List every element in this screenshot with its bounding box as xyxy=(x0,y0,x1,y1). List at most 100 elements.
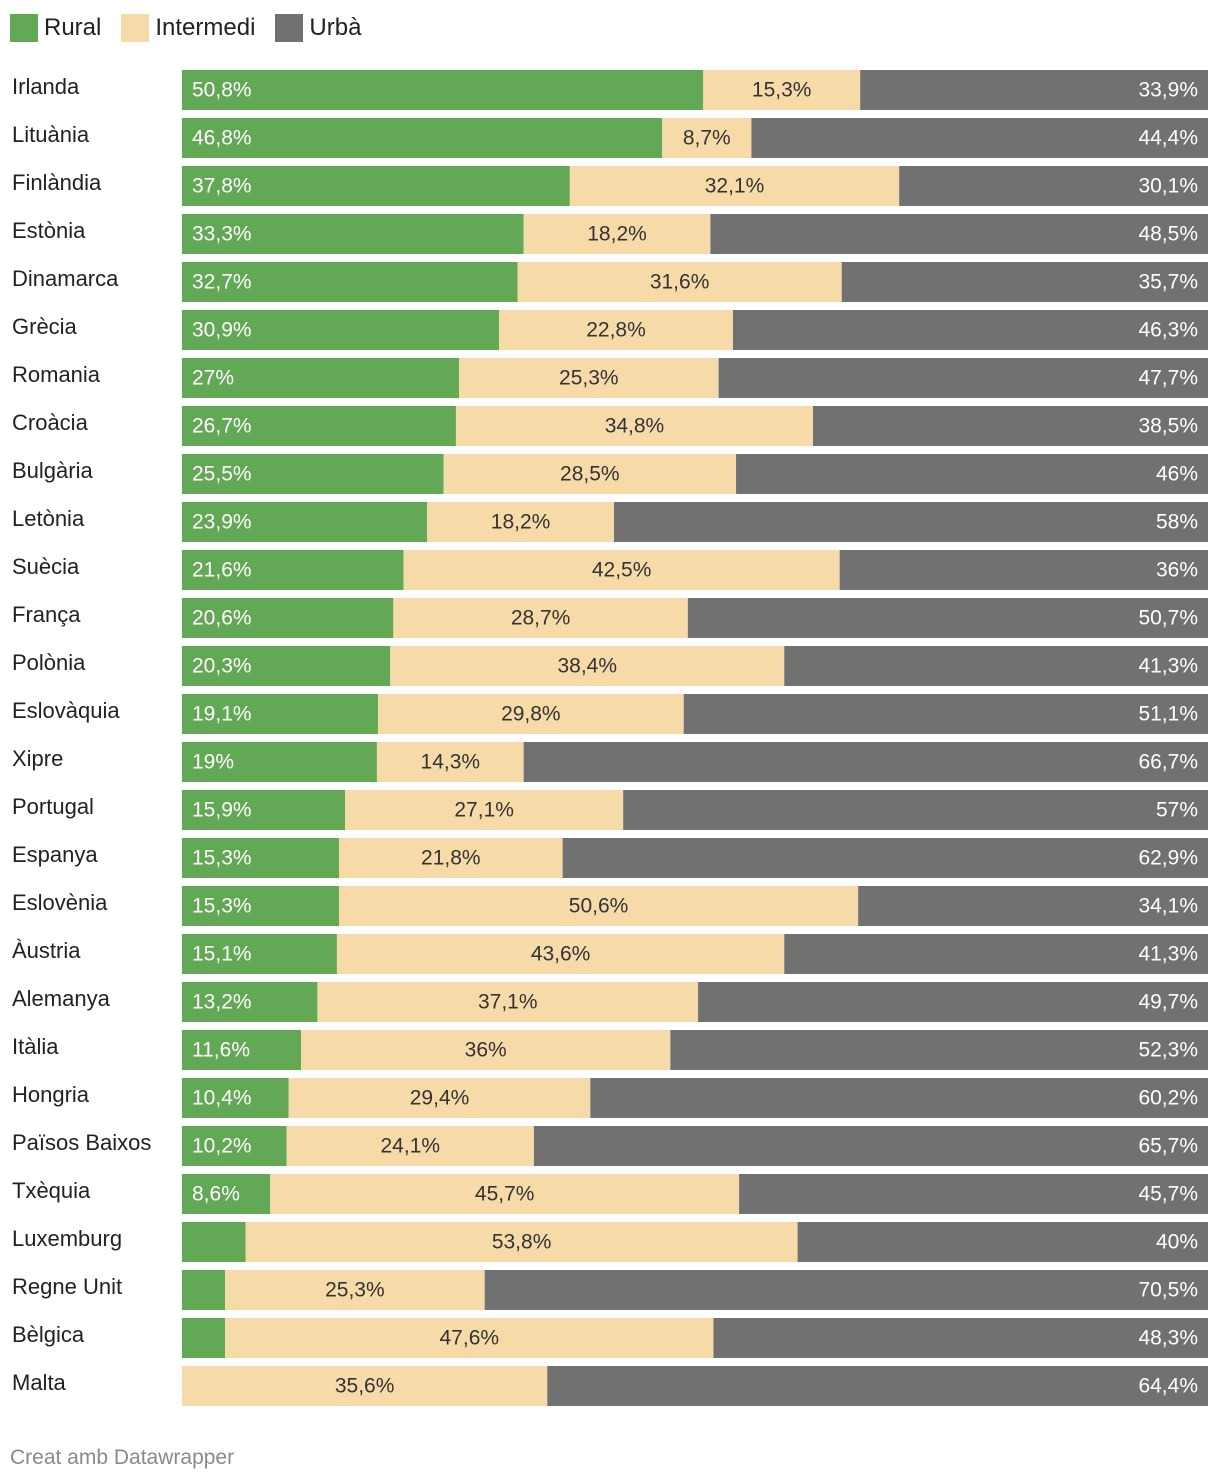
bar-urba-eslovaquia xyxy=(683,694,1208,734)
value-label-rural-portugal: 15,9% xyxy=(192,799,252,822)
value-label-rural-txequia: 8,6% xyxy=(192,1183,240,1206)
bar-intermedi-lituania xyxy=(662,118,752,158)
value-label-urba-italia: 52,3% xyxy=(1138,1039,1198,1062)
row-label-romania: Romania xyxy=(12,362,101,387)
value-label-intermedi-italia: 36% xyxy=(465,1039,507,1062)
bar-urba-portugal xyxy=(623,790,1208,830)
value-label-urba-grecia: 46,3% xyxy=(1138,319,1198,342)
value-label-intermedi-romania: 25,3% xyxy=(559,367,619,390)
bar-rural-irlanda xyxy=(182,70,704,110)
bar-rural-portugal xyxy=(182,790,346,830)
bar-urba-belgica xyxy=(713,1318,1208,1358)
row-label-luxemburg: Luxemburg xyxy=(12,1226,122,1251)
row-label-italia: Itàlia xyxy=(12,1034,59,1059)
value-label-rural-irlanda: 50,8% xyxy=(192,79,252,102)
value-label-intermedi-bulgaria: 28,5% xyxy=(560,463,620,486)
value-label-rural-italia: 11,6% xyxy=(192,1039,250,1062)
legend-label-urba: Urbà xyxy=(309,14,362,41)
bar-urba-italia xyxy=(670,1030,1208,1070)
value-label-intermedi-finlandia: 32,1% xyxy=(705,175,765,198)
bar-rural-hongria xyxy=(182,1078,289,1118)
bar-urba-franca xyxy=(687,598,1208,638)
bar-urba-romania xyxy=(718,358,1208,398)
value-label-intermedi-austria: 43,6% xyxy=(531,943,591,966)
bar-rural-paisos-baixos xyxy=(182,1126,287,1166)
bar-rural-eslovaquia xyxy=(182,694,378,734)
legend-swatch-rural xyxy=(10,14,38,42)
legend-swatch-intermedi xyxy=(121,14,150,42)
bar-rural-austria xyxy=(182,934,337,974)
value-label-intermedi-xipre: 14,3% xyxy=(421,751,481,774)
value-label-urba-franca: 50,7% xyxy=(1138,607,1198,630)
row-label-espanya: Espanya xyxy=(12,842,98,867)
bar-intermedi-luxemburg xyxy=(245,1222,798,1262)
bar-intermedi-irlanda xyxy=(703,70,861,110)
row-label-eslovaquia: Eslovàquia xyxy=(12,698,120,723)
value-label-urba-letonia: 58% xyxy=(1156,511,1198,534)
row-label-suecia: Suècia xyxy=(12,554,80,579)
row-label-dinamarca: Dinamarca xyxy=(12,266,119,291)
value-label-intermedi-suecia: 42,5% xyxy=(592,559,652,582)
value-label-intermedi-franca: 28,7% xyxy=(511,607,571,630)
value-label-intermedi-hongria: 29,4% xyxy=(410,1087,470,1110)
bar-rural-letonia xyxy=(182,502,428,542)
row-label-xipre: Xipre xyxy=(12,746,63,771)
row-label-franca: França xyxy=(12,602,81,627)
bar-rural-franca xyxy=(182,598,394,638)
row-label-lituania: Lituània xyxy=(12,122,90,147)
value-label-urba-alemanya: 49,7% xyxy=(1138,991,1198,1014)
value-label-intermedi-portugal: 27,1% xyxy=(454,799,514,822)
value-label-intermedi-alemanya: 37,1% xyxy=(478,991,538,1014)
value-label-intermedi-eslovenia: 50,6% xyxy=(569,895,629,918)
bar-urba-luxemburg xyxy=(797,1222,1208,1262)
value-label-intermedi-polonia: 38,4% xyxy=(557,655,617,678)
value-label-rural-dinamarca: 32,7% xyxy=(192,271,252,294)
bar-urba-croacia xyxy=(812,406,1208,446)
legend-label-rural: Rural xyxy=(44,14,102,41)
bar-urba-xipre xyxy=(523,742,1208,782)
value-label-rural-eslovenia: 15,3% xyxy=(192,895,252,918)
bar-urba-txequia xyxy=(739,1174,1208,1214)
bar-urba-eslovenia xyxy=(858,886,1208,926)
value-label-rural-letonia: 23,9% xyxy=(192,511,252,534)
row-label-austria: Àustria xyxy=(12,938,81,963)
value-label-intermedi-lituania: 8,7% xyxy=(683,127,731,150)
bar-intermedi-croacia xyxy=(455,406,813,446)
bar-urba-lituania xyxy=(751,118,1208,158)
bar-intermedi-estonia xyxy=(523,214,711,254)
bar-intermedi-eslovenia xyxy=(338,886,859,926)
bar-urba-austria xyxy=(784,934,1208,974)
row-label-polonia: Polònia xyxy=(12,650,86,675)
row-label-regne-unit: Regne Unit xyxy=(12,1274,122,1299)
footer-credit: Creat amb Datawrapper xyxy=(10,1446,235,1469)
bar-rural-romania xyxy=(182,358,460,398)
bar-urba-letonia xyxy=(613,502,1208,542)
bar-intermedi-suecia xyxy=(403,550,840,590)
value-label-urba-espanya: 62,9% xyxy=(1138,847,1198,870)
bar-urba-alemanya xyxy=(698,982,1208,1022)
value-label-rural-suecia: 21,6% xyxy=(192,559,252,582)
value-label-urba-romania: 47,7% xyxy=(1138,367,1198,390)
row-label-estonia: Estònia xyxy=(12,218,86,243)
bar-rural-suecia xyxy=(182,550,404,590)
bar-intermedi-paisos-baixos xyxy=(286,1126,534,1166)
value-label-rural-franca: 20,6% xyxy=(192,607,252,630)
row-label-txequia: Txèquia xyxy=(12,1178,91,1203)
value-label-rural-austria: 15,1% xyxy=(192,943,252,966)
bar-urba-bulgaria xyxy=(736,454,1208,494)
value-label-intermedi-grecia: 22,8% xyxy=(586,319,646,342)
legend-item-rural: Rural xyxy=(10,14,101,42)
value-label-urba-dinamarca: 35,7% xyxy=(1138,271,1198,294)
value-label-intermedi-letonia: 18,2% xyxy=(491,511,551,534)
legend-label-intermedi: Intermedi xyxy=(155,14,256,41)
bar-urba-polonia xyxy=(784,646,1208,686)
value-label-intermedi-belgica: 47,6% xyxy=(440,1327,500,1350)
value-label-urba-xipre: 66,7% xyxy=(1138,751,1198,774)
value-label-urba-hongria: 60,2% xyxy=(1138,1087,1198,1110)
value-label-rural-grecia: 30,9% xyxy=(192,319,252,342)
row-label-belgica: Bèlgica xyxy=(12,1322,85,1347)
bar-rural-bulgaria xyxy=(182,454,444,494)
value-label-urba-portugal: 57% xyxy=(1156,799,1198,822)
bar-intermedi-bulgaria xyxy=(443,454,737,494)
value-label-rural-estonia: 33,3% xyxy=(192,223,252,246)
